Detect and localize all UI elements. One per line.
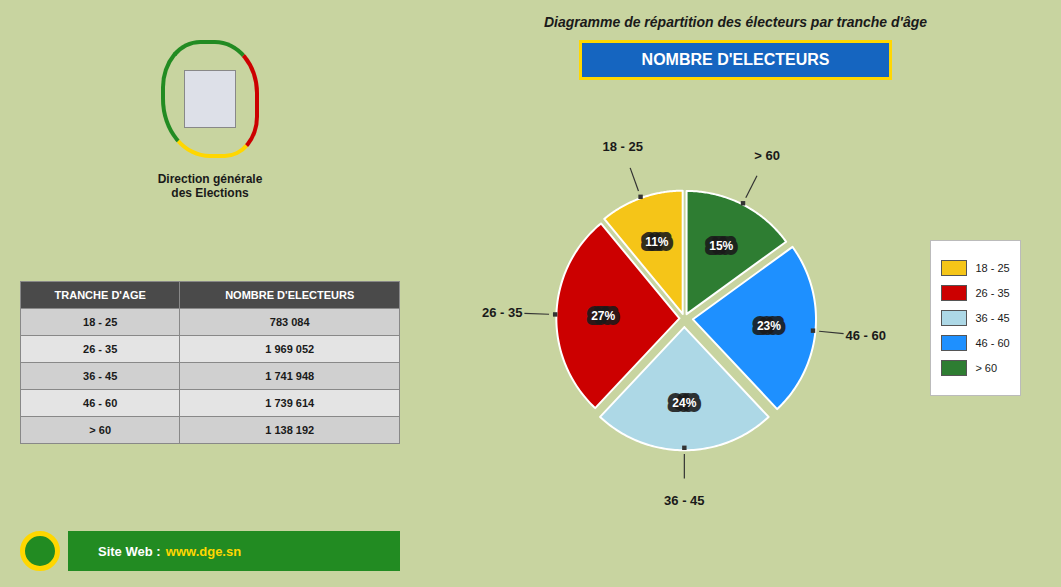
- svg-text:46 - 60: 46 - 60: [846, 328, 886, 343]
- html-text:18 - 25: 18 - 25: [83, 316, 118, 328]
- html-text:Site Web : www.dge.sn: Site Web : www.dge.sn: [98, 543, 242, 559]
- html-text:NOMBRE D'ELECTEURS: NOMBRE D'ELECTEURS: [641, 51, 830, 68]
- html-text:TRANCHE D'AGE: TRANCHE D'AGE: [54, 289, 146, 301]
- html-text:18 - 25: 18 - 25: [975, 262, 1010, 274]
- svg-text:26 - 35: 26 - 35: [482, 305, 522, 320]
- html-text:1 969 052: 1 969 052: [265, 343, 315, 355]
- svg-text:11%: 11%: [646, 235, 670, 249]
- html-text:26 - 35: 26 - 35: [975, 287, 1010, 299]
- svg-text:24%: 24%: [673, 396, 697, 410]
- svg-text:18 - 25: 18 - 25: [603, 139, 643, 154]
- svg-text:15%: 15%: [710, 239, 734, 253]
- html-text:36 - 45: 36 - 45: [975, 312, 1010, 324]
- html-text:Direction générale des Electio: Direction générale des Elections: [157, 172, 263, 200]
- svg-text:> 60: > 60: [755, 148, 781, 163]
- html-text:> 60: > 60: [89, 424, 111, 436]
- html-text:Diagramme de répartition des é: Diagramme de répartition des électeurs p…: [544, 14, 927, 30]
- html-text:26 - 35: 26 - 35: [83, 343, 118, 355]
- svg-text:36 - 45: 36 - 45: [664, 493, 704, 508]
- html-text:1 739 614: 1 739 614: [265, 397, 315, 409]
- html-text:783 084: 783 084: [269, 316, 310, 328]
- html-text:36 - 45: 36 - 45: [83, 370, 118, 382]
- html-text:46 - 60: 46 - 60: [975, 337, 1010, 349]
- html-text:46 - 60: 46 - 60: [83, 397, 118, 409]
- html-text:> 60: > 60: [975, 362, 998, 374]
- svg-text:23%: 23%: [757, 319, 781, 333]
- html-text:1 138 192: 1 138 192: [265, 424, 315, 436]
- html-text:NOMBRE D'ELECTEURS: NOMBRE D'ELECTEURS: [225, 289, 355, 301]
- svg-text:27%: 27%: [592, 309, 616, 323]
- html-text:1 741 948: 1 741 948: [265, 370, 315, 382]
